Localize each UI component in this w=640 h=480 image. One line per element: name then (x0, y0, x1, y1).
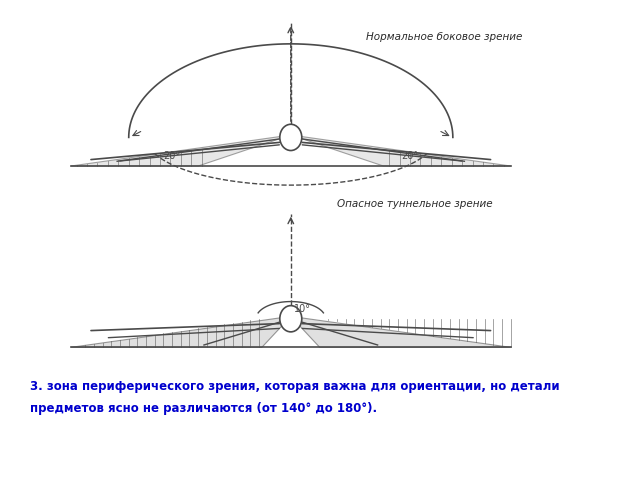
Text: предметов ясно не различаются (от 140° до 180°).: предметов ясно не различаются (от 140° д… (30, 402, 378, 415)
Polygon shape (71, 135, 291, 166)
Ellipse shape (280, 306, 302, 332)
Text: 3. зона периферического зрения, которая важна для ориентации, но детали: 3. зона периферического зрения, которая … (30, 380, 560, 393)
Text: 20°: 20° (163, 151, 180, 161)
Ellipse shape (280, 124, 302, 151)
Polygon shape (291, 316, 511, 348)
Text: Нормальное боковое зрение: Нормальное боковое зрение (366, 32, 522, 42)
Text: Опасное туннельное зрение: Опасное туннельное зрение (337, 199, 493, 209)
Text: 20°: 20° (401, 151, 418, 161)
Text: 10°: 10° (294, 303, 310, 313)
Polygon shape (71, 316, 291, 348)
Polygon shape (291, 135, 511, 166)
